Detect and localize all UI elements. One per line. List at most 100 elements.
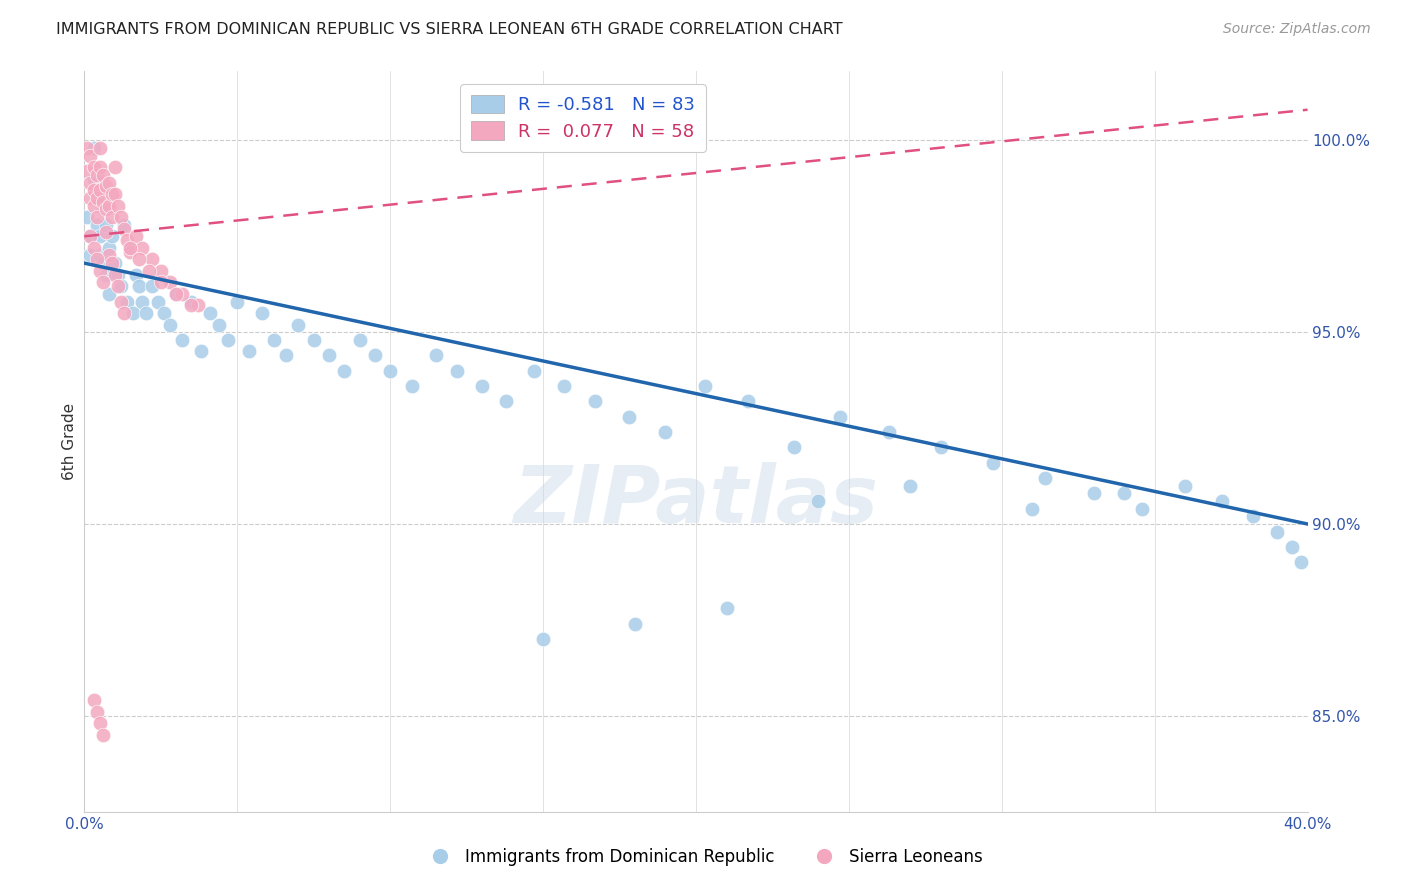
Point: [208, 318, 231, 332]
Point: [79, 149, 101, 163]
Point: [122, 306, 145, 320]
Point: [165, 286, 187, 301]
Point: [190, 344, 212, 359]
Point: [250, 306, 273, 320]
Point: [159, 276, 181, 290]
Point: [180, 298, 202, 312]
Point: [89, 161, 111, 175]
Point: [380, 363, 402, 377]
Point: [149, 276, 172, 290]
Point: [91, 728, 114, 742]
Point: [104, 187, 127, 202]
Point: [91, 256, 114, 270]
Point: [364, 348, 387, 362]
Text: Source: ZipAtlas.com: Source: ZipAtlas.com: [1223, 22, 1371, 37]
Point: [128, 252, 150, 267]
Point: [172, 333, 194, 347]
Point: [115, 294, 138, 309]
Point: [94, 268, 117, 282]
Point: [83, 199, 105, 213]
Point: [333, 363, 356, 377]
Point: [110, 279, 132, 293]
Point: [97, 176, 120, 190]
Point: [1021, 501, 1043, 516]
Point: [1211, 494, 1233, 508]
Point: [125, 229, 148, 244]
Point: [128, 279, 150, 293]
Point: [583, 394, 606, 409]
Point: [83, 161, 105, 175]
Point: [89, 141, 111, 155]
Point: [226, 294, 249, 309]
Point: [898, 478, 921, 492]
Legend: R = -0.581   N = 83, R =  0.077   N = 58: R = -0.581 N = 83, R = 0.077 N = 58: [460, 84, 706, 152]
Point: [83, 171, 105, 186]
Point: [446, 363, 468, 377]
Point: [929, 440, 952, 454]
Point: [654, 425, 676, 439]
Point: [716, 601, 738, 615]
Point: [86, 191, 108, 205]
Point: [91, 194, 114, 209]
Point: [131, 294, 153, 309]
Point: [1174, 478, 1197, 492]
Point: [120, 244, 142, 259]
Point: [89, 264, 111, 278]
Point: [101, 187, 124, 202]
Point: [107, 279, 129, 293]
Point: [120, 241, 142, 255]
Point: [104, 161, 127, 175]
Point: [217, 333, 239, 347]
Point: [401, 379, 423, 393]
Point: [1241, 509, 1264, 524]
Point: [695, 379, 717, 393]
Point: [624, 616, 647, 631]
Point: [141, 279, 163, 293]
Point: [131, 241, 153, 255]
Point: [76, 164, 98, 178]
Point: [101, 210, 124, 224]
Point: [86, 168, 108, 182]
Point: [89, 229, 111, 244]
Point: [107, 199, 129, 213]
Point: [495, 394, 517, 409]
Point: [553, 379, 575, 393]
Point: [76, 210, 98, 224]
Point: [1132, 501, 1154, 516]
Point: [783, 440, 806, 454]
Point: [287, 318, 309, 332]
Point: [86, 705, 108, 719]
Point: [86, 210, 108, 224]
Point: [79, 248, 101, 262]
Legend: Immigrants from Dominican Republic, Sierra Leoneans: Immigrants from Dominican Republic, Sier…: [416, 842, 990, 873]
Point: [101, 256, 124, 270]
Point: [110, 210, 132, 224]
Point: [112, 221, 135, 235]
Point: [97, 248, 120, 262]
Y-axis label: 6th Grade: 6th Grade: [62, 403, 77, 480]
Point: [97, 199, 120, 213]
Point: [101, 229, 124, 244]
Point: [86, 218, 108, 232]
Point: [1265, 524, 1288, 539]
Point: [83, 183, 105, 197]
Point: [981, 456, 1004, 470]
Point: [159, 318, 181, 332]
Point: [1114, 486, 1136, 500]
Point: [91, 168, 114, 182]
Point: [471, 379, 494, 393]
Point: [149, 264, 172, 278]
Point: [146, 294, 169, 309]
Point: [91, 276, 114, 290]
Point: [141, 252, 163, 267]
Point: [523, 363, 546, 377]
Point: [302, 333, 325, 347]
Point: [97, 286, 120, 301]
Point: [180, 294, 202, 309]
Point: [83, 241, 105, 255]
Point: [238, 344, 260, 359]
Point: [94, 202, 117, 217]
Point: [349, 333, 371, 347]
Point: [94, 179, 117, 194]
Point: [737, 394, 759, 409]
